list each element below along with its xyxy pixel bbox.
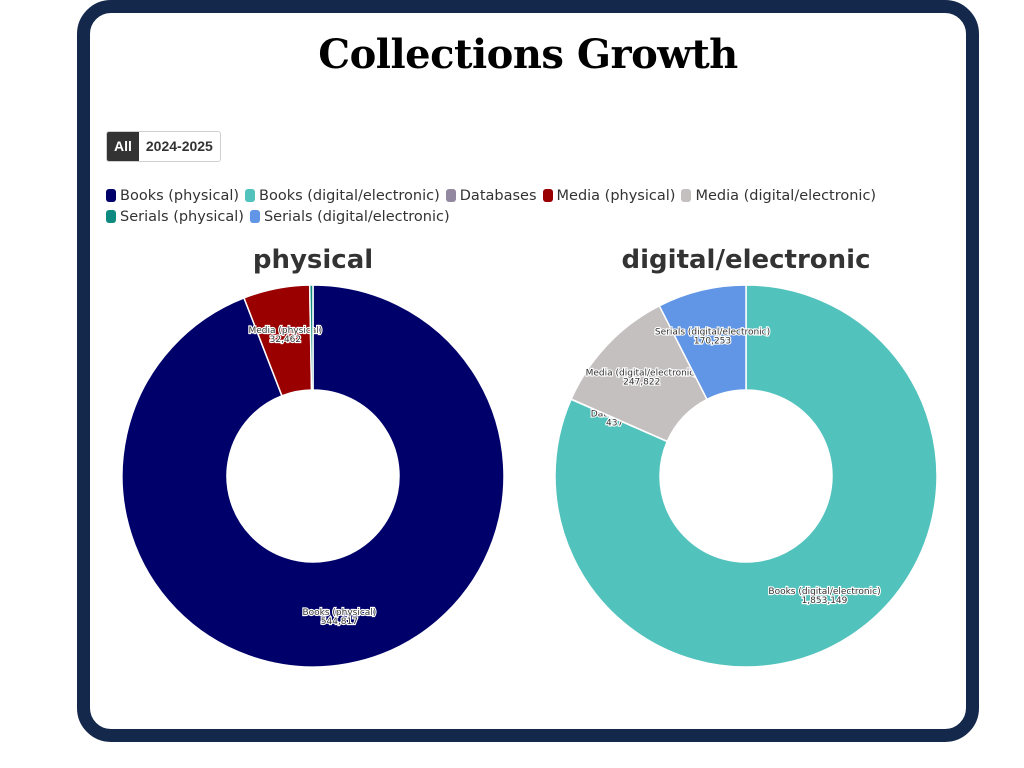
slice-label: Media (physical) 32,462 (248, 326, 322, 345)
slice-serials-physical[interactable] (308, 284, 314, 391)
legend-label: Books (digital/electronic) (259, 187, 440, 204)
legend-row: Serials (physical) Serials (digital/elec… (106, 206, 926, 227)
slice-label: Books (physical) 544,817 (302, 608, 376, 627)
filter-all-button[interactable]: All (107, 132, 139, 161)
legend-item-media-physical[interactable]: Media (physical) (542, 187, 676, 204)
chart-legend: Books (physical) Books (digital/electron… (106, 185, 926, 227)
period-filter: All 2024-2025 (106, 131, 221, 162)
legend-swatch (245, 189, 256, 202)
legend-label: Serials (physical) (120, 208, 244, 225)
legend-label: Serials (digital/electronic) (263, 208, 450, 225)
slice-label: Media (digital/electronic) 247,822 (586, 368, 698, 387)
legend-item-databases[interactable]: Databases (445, 187, 537, 204)
legend-swatch (681, 189, 692, 202)
legend-swatch (249, 210, 260, 223)
chart-title: physical (253, 245, 373, 275)
slice-serials-digital-electronic[interactable] (658, 284, 747, 401)
legend-swatch (542, 189, 553, 202)
chart-title: digital/electronic (622, 245, 871, 275)
legend-label: Media (digital/electronic) (695, 187, 877, 204)
legend-swatch (106, 210, 116, 223)
filter-2024-2025-button[interactable]: 2024-2025 (138, 132, 220, 161)
legend-label: Databases (459, 187, 537, 204)
legend-swatch (106, 189, 116, 202)
legend-item-books-physical[interactable]: Books (physical) (106, 188, 239, 204)
slice-books-physical[interactable] (121, 284, 505, 668)
legend-item-media-digital[interactable]: Media (digital/electronic) (681, 188, 876, 204)
legend-row: Books (physical) Books (digital/electron… (106, 185, 926, 206)
legend-swatch (445, 189, 456, 202)
legend-item-serials-digital[interactable]: Serials (digital/electronic) (249, 208, 450, 225)
page-title: Collections Growth (318, 31, 738, 78)
slice-books-digital-electronic[interactable] (554, 284, 938, 668)
legend-item-books-digital[interactable]: Books (digital/electronic) (245, 188, 440, 204)
legend-label: Media (physical) (556, 187, 676, 204)
legend-item-serials-physical[interactable]: Serials (physical) (106, 209, 244, 225)
legend-label: Books (physical) (120, 187, 240, 204)
slice-label: Books (digital/electronic) 1,853,149 (768, 587, 880, 606)
slice-label: Serials (digital/electronic) 170,253 (655, 327, 770, 346)
